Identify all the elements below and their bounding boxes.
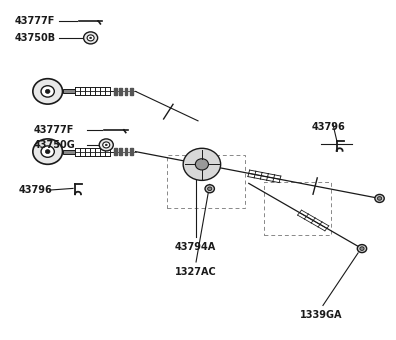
Circle shape <box>208 187 212 190</box>
Circle shape <box>360 247 364 250</box>
Polygon shape <box>120 88 122 95</box>
Polygon shape <box>125 88 128 95</box>
Circle shape <box>195 159 208 170</box>
Circle shape <box>33 79 63 104</box>
Polygon shape <box>114 88 117 95</box>
Polygon shape <box>114 148 117 155</box>
Circle shape <box>33 139 63 164</box>
Polygon shape <box>125 148 128 155</box>
Circle shape <box>84 32 98 44</box>
Polygon shape <box>130 88 133 95</box>
Circle shape <box>105 144 107 146</box>
Text: 43796: 43796 <box>18 185 52 195</box>
Text: 1339GA: 1339GA <box>299 310 342 321</box>
Text: 43794A: 43794A <box>175 242 216 252</box>
Circle shape <box>87 35 94 41</box>
Circle shape <box>41 86 54 97</box>
Circle shape <box>99 139 113 151</box>
Circle shape <box>41 146 54 157</box>
Polygon shape <box>120 148 122 155</box>
Bar <box>167 155 245 208</box>
Circle shape <box>46 150 50 154</box>
Circle shape <box>103 142 110 148</box>
Text: 43750B: 43750B <box>15 33 55 43</box>
Circle shape <box>205 185 214 193</box>
Circle shape <box>89 37 92 39</box>
Text: 43796: 43796 <box>311 121 345 132</box>
Text: 1327AC: 1327AC <box>175 267 216 277</box>
Circle shape <box>375 194 384 202</box>
Polygon shape <box>130 148 133 155</box>
Circle shape <box>377 197 382 200</box>
Circle shape <box>357 244 367 253</box>
Bar <box>265 182 331 235</box>
Circle shape <box>183 148 221 181</box>
Circle shape <box>46 89 50 94</box>
Polygon shape <box>63 150 75 154</box>
Text: 43777F: 43777F <box>15 16 55 26</box>
Text: 43777F: 43777F <box>34 125 74 135</box>
Polygon shape <box>63 89 75 94</box>
Text: 43750G: 43750G <box>34 140 76 150</box>
